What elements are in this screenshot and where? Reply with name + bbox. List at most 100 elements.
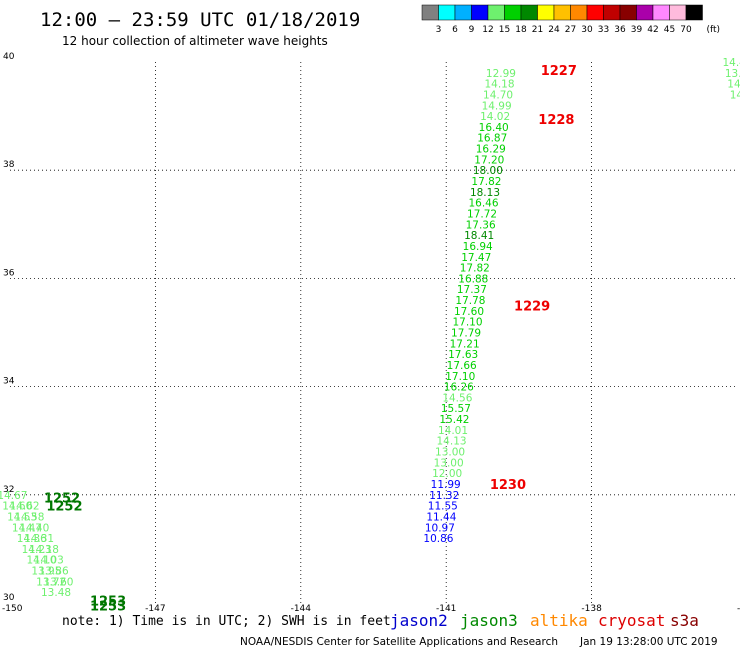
pass-number: 1253 [90,600,126,615]
swh-value: 12.00 [432,468,462,480]
swh-value: 14.03 [34,555,64,567]
swh-value: 13.72 [36,576,66,588]
lon-tick-label: -141 [436,604,456,614]
swh-value: 14.18 [29,544,59,556]
pass-number: 1229 [514,299,550,314]
footer-credit: NOAA/NESDIS Center for Satellite Applica… [240,636,558,648]
swh-value: 15.57 [441,403,471,415]
lat-tick-label: 34 [3,377,15,387]
swh-value: 14.58 [14,511,44,523]
scale-swatch [471,4,489,21]
swh-value: 13.60 [43,576,73,588]
swh-value: 14.36 [17,533,47,545]
scale-swatch [603,4,621,21]
swh-value: 17.78 [455,295,485,307]
swh-value: 13.48 [41,587,71,599]
map-subtitle: 12 hour collection of altimeter wave hei… [62,34,328,48]
scale-unit: (ft) [707,25,721,35]
swh-value: 17.21 [450,338,480,350]
swh-value: 16.29 [476,144,506,156]
scale-label: 33 [598,25,609,35]
swh-value: 11.44 [426,511,456,523]
scale-swatch [537,4,555,21]
swh-value: 14.10 [26,555,56,567]
lat-tick-label: 38 [3,160,15,170]
swh-value: 17.82 [471,176,501,188]
swh-value: 17.36 [466,219,496,231]
swh-value: 11.99 [431,479,461,491]
swh-value: 14.53 [7,511,37,523]
scale-swatch [636,4,654,21]
scale-label: 70 [680,25,692,35]
lon-tick-label: -147 [145,604,165,614]
swh-value: 17.20 [474,154,504,166]
pass-number: 1253 [90,594,126,609]
swh-value: 14.13 [437,436,467,448]
scale-label: 3 [436,25,442,35]
swh-value: 15.42 [439,414,469,426]
swh-value: 14.01 [438,425,468,437]
scale-swatch [421,4,439,21]
swh-value: 13.00 [434,457,464,469]
swh-value: 16.88 [458,273,488,285]
swh-value: 16.26 [444,382,474,394]
scale-label: 12 [482,25,493,35]
altimeter-tracks: 12.9914.1814.7014.9914.0216.4016.8716.29… [0,57,740,599]
scale-label: 42 [647,25,658,35]
color-scale: 3 6 9 12 15 18 21 24 27 30 33 36 39 42 45 70 (ft) [421,4,721,35]
swh-value: 17.66 [447,360,477,372]
scale-label: 30 [581,25,593,35]
scale-swatch [454,4,472,21]
pass-number: 1230 [490,478,526,493]
pass-number: 1228 [538,113,574,128]
lat-tick-label: 36 [3,268,15,278]
axis-tick-labels: 30 32 34 36 38 40 -150 -147 -144 -141 -138 -135 [2,52,740,614]
swh-value: 13.9 [725,68,740,80]
scale-swatch [619,4,637,21]
footer: note: 1) Time is in UTC; 2) SWH is in fe… [62,611,718,648]
swh-value: 14.18 [484,79,514,91]
swh-value: 17.37 [457,284,487,296]
swh-value: 14.70 [483,89,513,101]
swh-value: 17.10 [445,371,475,383]
swh-value: 14.40 [19,522,49,534]
swh-value: 16.46 [468,198,498,210]
scale-swatch [520,4,538,21]
scale-swatch [553,4,571,21]
lon-tick-label: -135 [737,604,740,614]
scale-swatch [438,4,456,21]
swh-value: 17.60 [454,306,484,318]
scale-label: 6 [452,25,458,35]
swh-value: 14.2 [727,79,740,91]
lat-tick-label: 30 [3,593,15,603]
scale-label: 21 [532,25,543,35]
swh-value: 13.95 [31,566,61,578]
scale-label: 45 [664,25,675,35]
lon-tick-label: -150 [2,604,23,614]
swh-value: 17.82 [460,263,490,275]
swh-value: 17.63 [448,349,478,361]
swh-value: 13.00 [435,447,465,459]
satellite-altika: altika [530,611,588,630]
swh-value: 14.56 [442,392,472,404]
satellite-jason3: jason3 [460,611,518,630]
swh-value: 17.10 [452,317,482,329]
swh-value: 14.31 [24,533,54,545]
scale-swatch [652,4,670,21]
swh-value: 17.47 [461,252,491,264]
lon-tick-label: -138 [581,604,602,614]
swh-value: 14.60 [2,501,32,513]
swh-value: 16.87 [477,133,507,145]
lon-tick-label: -144 [291,604,312,614]
swh-value: 14.99 [482,100,512,112]
track-east: 14.413.914.214 [722,57,740,101]
scale-label: 36 [614,25,626,35]
swh-value: 14 [730,89,740,101]
swh-value: 17.72 [467,208,497,220]
scale-label: 15 [499,25,510,35]
swh-value: 16.40 [479,122,509,134]
map-header: 12:00 – 23:59 UTC 01/18/2019 12 hour col… [40,9,360,48]
lat-tick-label: 40 [3,52,15,62]
lat-tick-label: 32 [3,485,14,495]
swh-value: 14.4 [722,57,740,69]
